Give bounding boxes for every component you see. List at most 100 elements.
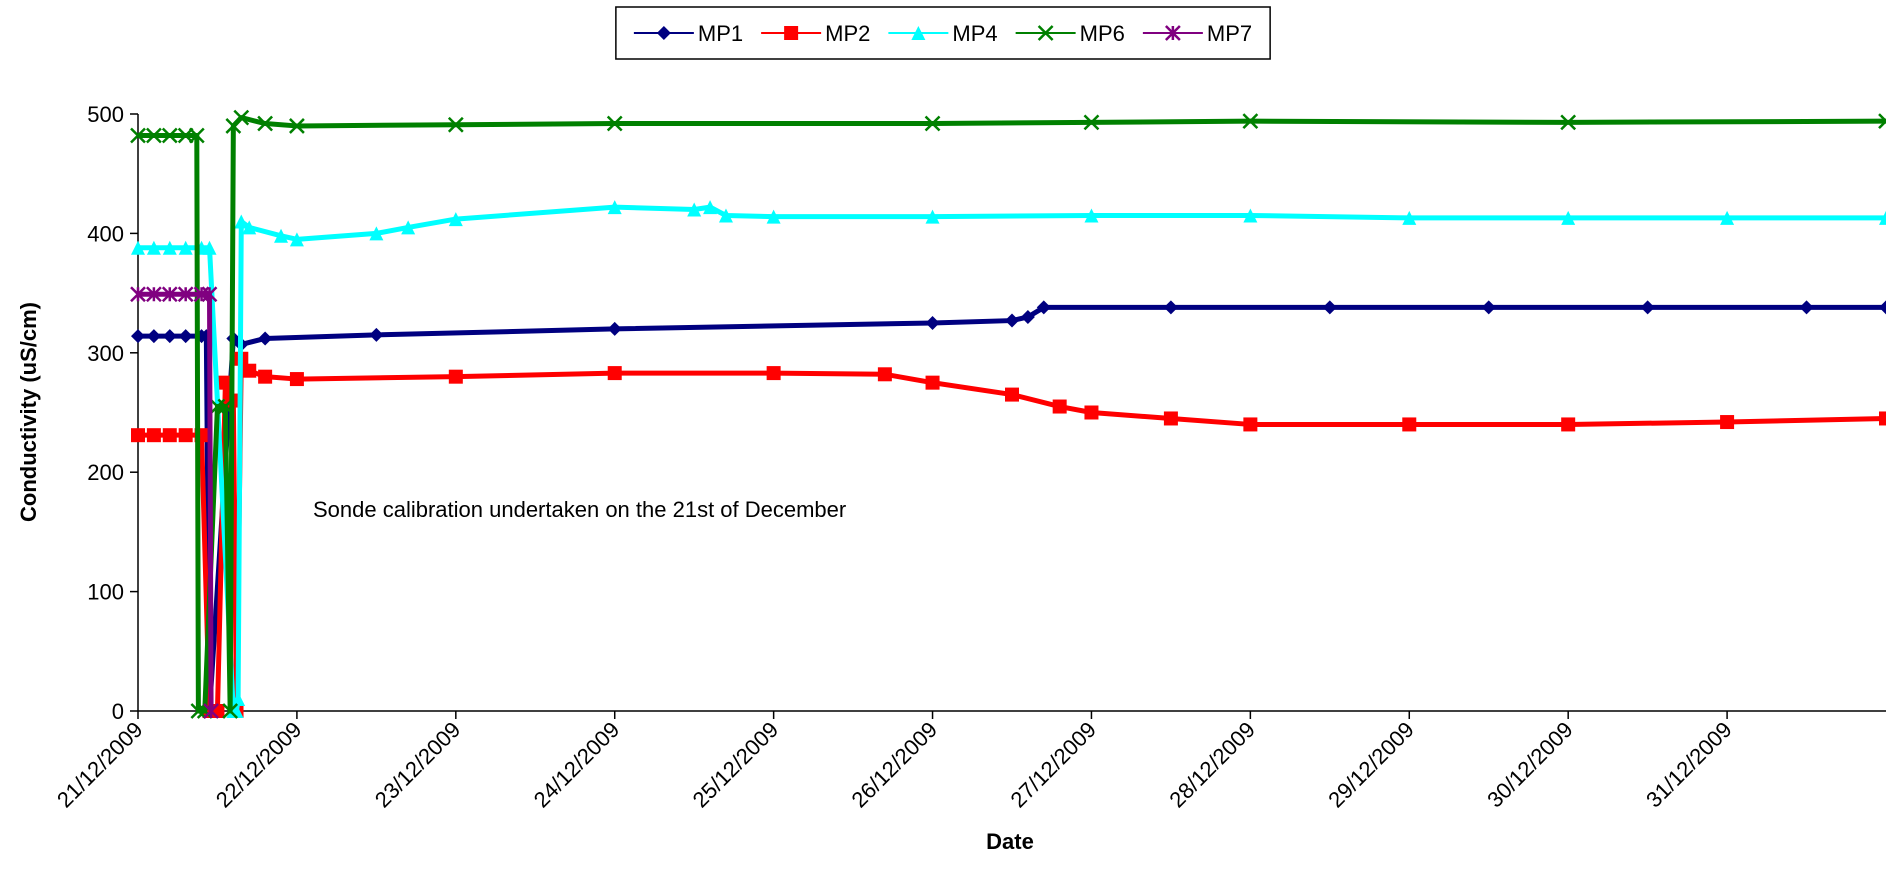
marker bbox=[162, 428, 177, 443]
marker bbox=[369, 327, 384, 342]
marker bbox=[146, 329, 161, 344]
y-axis-title: Conductivity (uS/cm) bbox=[16, 302, 41, 522]
marker bbox=[607, 200, 622, 215]
marker bbox=[1243, 208, 1258, 223]
marker bbox=[1560, 114, 1577, 131]
marker bbox=[1020, 309, 1035, 324]
marker bbox=[274, 228, 289, 243]
legend-marker bbox=[1164, 25, 1181, 41]
x-tick-label: 30/12/2009 bbox=[1482, 717, 1578, 813]
marker bbox=[1163, 300, 1178, 315]
x-tick-label: 24/12/2009 bbox=[529, 717, 625, 813]
legend-label: MP6 bbox=[1080, 21, 1125, 46]
legend-label: MP7 bbox=[1207, 21, 1252, 46]
marker bbox=[718, 208, 733, 223]
legend-label: MP4 bbox=[952, 21, 997, 46]
marker bbox=[242, 220, 257, 235]
legend-marker bbox=[656, 26, 671, 40]
marker bbox=[1481, 300, 1496, 315]
marker bbox=[188, 127, 205, 144]
marker bbox=[447, 116, 464, 133]
x-tick-label: 28/12/2009 bbox=[1164, 717, 1260, 813]
marker bbox=[1879, 411, 1886, 426]
marker bbox=[146, 428, 161, 443]
marker bbox=[1322, 300, 1337, 315]
marker bbox=[258, 369, 273, 384]
marker bbox=[131, 329, 145, 344]
marker bbox=[289, 372, 304, 387]
marker bbox=[217, 398, 234, 415]
series-line bbox=[138, 356, 1886, 714]
x-axis-title: Date bbox=[986, 829, 1034, 854]
marker bbox=[257, 115, 274, 132]
marker bbox=[233, 109, 250, 126]
marker bbox=[1720, 210, 1735, 225]
marker bbox=[607, 321, 622, 336]
marker bbox=[1052, 399, 1067, 414]
marker bbox=[130, 286, 146, 303]
marker bbox=[201, 286, 218, 303]
marker bbox=[289, 118, 305, 134]
marker bbox=[162, 240, 177, 255]
marker bbox=[448, 369, 463, 384]
series-line bbox=[138, 115, 1886, 714]
marker bbox=[146, 127, 162, 144]
marker bbox=[1561, 417, 1576, 432]
y-tick-label: 300 bbox=[87, 341, 124, 366]
legend-item: MP1 bbox=[633, 21, 743, 46]
marker bbox=[161, 127, 178, 144]
y-tick-label: 100 bbox=[87, 580, 124, 605]
legend-item: MP7 bbox=[1142, 21, 1252, 46]
marker bbox=[146, 286, 162, 303]
marker bbox=[242, 363, 257, 378]
marker bbox=[203, 703, 219, 719]
marker bbox=[162, 329, 177, 344]
marker bbox=[766, 366, 781, 381]
marker bbox=[1879, 300, 1886, 315]
marker bbox=[178, 329, 193, 344]
marker bbox=[1036, 300, 1051, 315]
y-tick-label: 200 bbox=[87, 460, 124, 485]
x-tick-label: 21/12/2009 bbox=[52, 717, 148, 813]
marker bbox=[924, 115, 941, 132]
marker bbox=[289, 232, 304, 247]
marker bbox=[190, 703, 207, 719]
x-tick-label: 26/12/2009 bbox=[847, 717, 943, 813]
marker bbox=[1243, 417, 1258, 432]
marker bbox=[131, 428, 145, 443]
y-tick-label: 400 bbox=[87, 221, 124, 246]
marker bbox=[130, 127, 146, 144]
x-tick-label: 23/12/2009 bbox=[370, 717, 466, 813]
marker bbox=[448, 212, 463, 227]
marker bbox=[202, 240, 217, 255]
marker bbox=[877, 367, 892, 382]
marker bbox=[1402, 417, 1417, 432]
marker bbox=[401, 220, 416, 235]
marker bbox=[131, 240, 145, 255]
marker bbox=[258, 331, 273, 346]
marker bbox=[369, 226, 384, 241]
x-tick-label: 27/12/2009 bbox=[1005, 717, 1101, 813]
x-tick-label: 31/12/2009 bbox=[1641, 717, 1737, 813]
marker bbox=[234, 214, 249, 229]
marker bbox=[178, 240, 193, 255]
marker bbox=[1640, 300, 1655, 315]
marker bbox=[925, 209, 940, 224]
annotation: Sonde calibration undertaken on the 21st… bbox=[313, 497, 846, 522]
marker bbox=[1799, 300, 1814, 315]
marker bbox=[1720, 415, 1735, 430]
marker bbox=[925, 375, 940, 390]
marker bbox=[703, 200, 718, 215]
marker bbox=[607, 366, 622, 381]
marker bbox=[1561, 210, 1576, 225]
legend-label: MP1 bbox=[698, 21, 743, 46]
legend-marker bbox=[1037, 25, 1054, 41]
marker bbox=[1005, 387, 1019, 402]
marker bbox=[178, 428, 193, 443]
legend-item: MP2 bbox=[761, 21, 870, 46]
legend-item: MP4 bbox=[888, 21, 998, 46]
legend-label: MP2 bbox=[825, 21, 870, 46]
marker bbox=[1083, 114, 1100, 131]
